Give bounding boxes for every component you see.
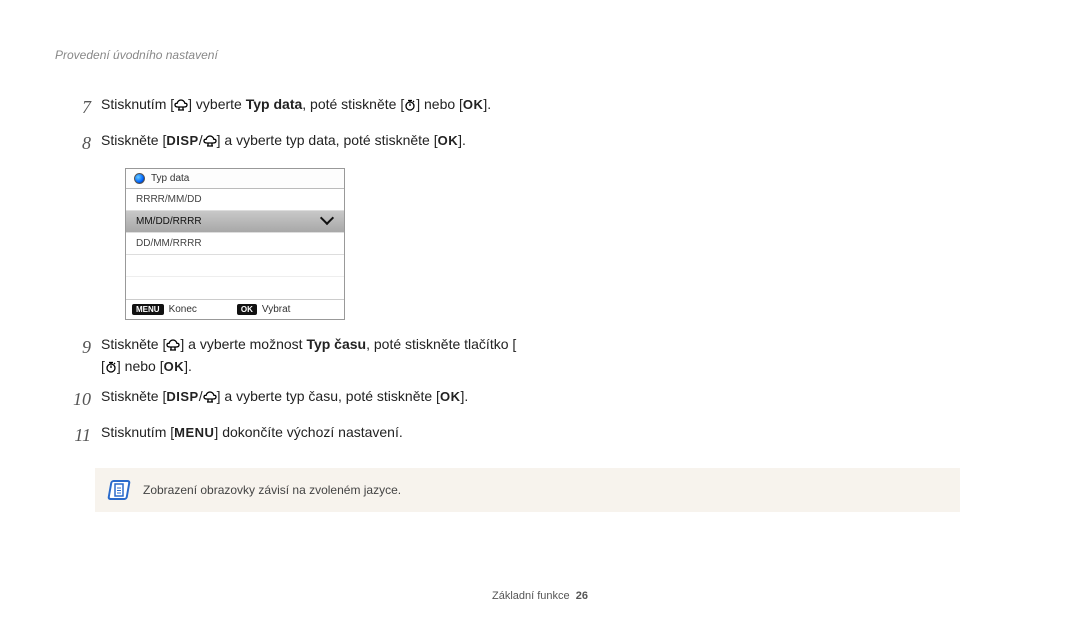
text: ] nebo [ <box>416 96 463 112</box>
step-list: 7 Stisknutím [] vyberte Typ data, poté s… <box>63 94 1000 450</box>
text: ] a vyberte možnost <box>180 336 306 352</box>
device-title: Typ data <box>151 173 189 184</box>
ok-icon: OK <box>164 359 185 374</box>
text: ] a vyberte typ data, poté stiskněte [ <box>217 132 438 148</box>
step-text: Stiskněte [DISP/] a vyberte typ času, po… <box>101 386 1000 408</box>
device-row-selected[interactable]: MM/DD/RRRR <box>126 211 344 233</box>
breadcrumb: Provedení úvodního nastavení <box>55 48 1000 62</box>
text: ] a vyberte typ času, poté stiskněte [ <box>217 388 440 404</box>
device-screen: Typ data RRRR/MM/DD MM/DD/RRRR DD/MM/RRR… <box>125 168 345 320</box>
disp-icon: DISP <box>166 133 198 148</box>
step-number: 7 <box>63 94 91 122</box>
footer-menu[interactable]: MENU Konec <box>132 304 197 315</box>
text: ]. <box>460 388 468 404</box>
menu-badge-icon: MENU <box>132 304 164 315</box>
macro-icon <box>174 93 188 115</box>
bold-text: Typ data <box>246 96 303 112</box>
page-footer: Základní funkce 26 <box>0 590 1080 602</box>
step-7: 7 Stisknutím [ ] vyberte Typ data, poté s… <box>63 94 1000 122</box>
step-number: 11 <box>63 422 91 450</box>
footer-section: Základní funkce <box>492 590 570 602</box>
device-header: Typ data <box>126 169 344 189</box>
bold-text: Typ času <box>306 336 366 352</box>
page-number: 26 <box>576 590 588 602</box>
ok-icon: OK <box>463 97 484 112</box>
device-row-empty <box>126 277 344 299</box>
macro-icon <box>166 333 180 355</box>
step-9: 9 Stiskněte [ ] a vyberte možnost Typ čas… <box>63 334 1000 378</box>
lens-dot-icon <box>134 173 145 184</box>
ok-icon: OK <box>440 389 461 404</box>
disp-icon: DISP <box>166 389 198 404</box>
note-icon <box>107 480 131 500</box>
step-text: Stiskněte [DISP/] a vyberte typ data, po… <box>101 130 1000 152</box>
text: Stisknutím [ <box>101 96 174 112</box>
device-row[interactable]: DD/MM/RRRR <box>126 233 344 255</box>
macro-icon <box>203 129 217 151</box>
step-number: 10 <box>63 386 91 414</box>
note-box: Zobrazení obrazovky závisí na zvoleném j… <box>95 468 960 512</box>
text: , poté stiskněte [ <box>302 96 404 112</box>
text: Stiskněte [ <box>101 132 166 148</box>
note-text: Zobrazení obrazovky závisí na zvoleném j… <box>143 483 401 497</box>
text: ]. <box>184 358 192 374</box>
menu-icon: MENU <box>174 425 214 440</box>
device-row-empty <box>126 255 344 277</box>
step-10: 10 Stiskněte [DISP/] a vyberte typ času,… <box>63 386 1000 414</box>
row-label: RRRR/MM/DD <box>136 194 202 205</box>
ok-icon: OK <box>438 133 459 148</box>
step-text: Stisknutím [MENU] dokončíte výchozí nast… <box>101 422 1000 444</box>
row-label: DD/MM/RRRR <box>136 238 202 249</box>
step-8: 8 Stiskněte [DISP/] a vyberte typ data, … <box>63 130 1000 158</box>
text: Stiskněte [ <box>101 388 166 404</box>
footer-menu-label: Konec <box>169 304 197 315</box>
step-number: 9 <box>63 334 91 362</box>
text: ] vyberte <box>188 96 246 112</box>
device-row[interactable]: RRRR/MM/DD <box>126 189 344 211</box>
device-list: RRRR/MM/DD MM/DD/RRRR DD/MM/RRRR <box>126 189 344 299</box>
timer-icon <box>105 355 117 377</box>
step-text: Stisknutím [ ] vyberte Typ data, poté sti… <box>101 94 1000 116</box>
timer-icon <box>404 93 416 115</box>
text: ] nebo [ <box>117 358 164 374</box>
footer-ok-label: Vybrat <box>262 304 291 315</box>
text: ] dokončíte výchozí nastavení. <box>214 424 402 440</box>
device-footer: MENU Konec OK Vybrat <box>126 299 344 319</box>
ok-badge-icon: OK <box>237 304 257 315</box>
text: , poté stiskněte tlačítko [ <box>366 336 516 352</box>
chevron-down-icon <box>322 217 334 225</box>
step-11: 11 Stisknutím [MENU] dokončíte výchozí n… <box>63 422 1000 450</box>
text: Stiskněte [ <box>101 336 166 352</box>
row-label: MM/DD/RRRR <box>136 216 202 227</box>
text: ]. <box>458 132 466 148</box>
text: ]. <box>483 96 491 112</box>
macro-icon <box>203 386 217 408</box>
text: Stisknutím [ <box>101 424 174 440</box>
step-number: 8 <box>63 130 91 158</box>
footer-ok[interactable]: OK Vybrat <box>237 304 291 315</box>
step-text: Stiskněte [ ] a vyberte možnost Typ času,… <box>101 334 1000 378</box>
